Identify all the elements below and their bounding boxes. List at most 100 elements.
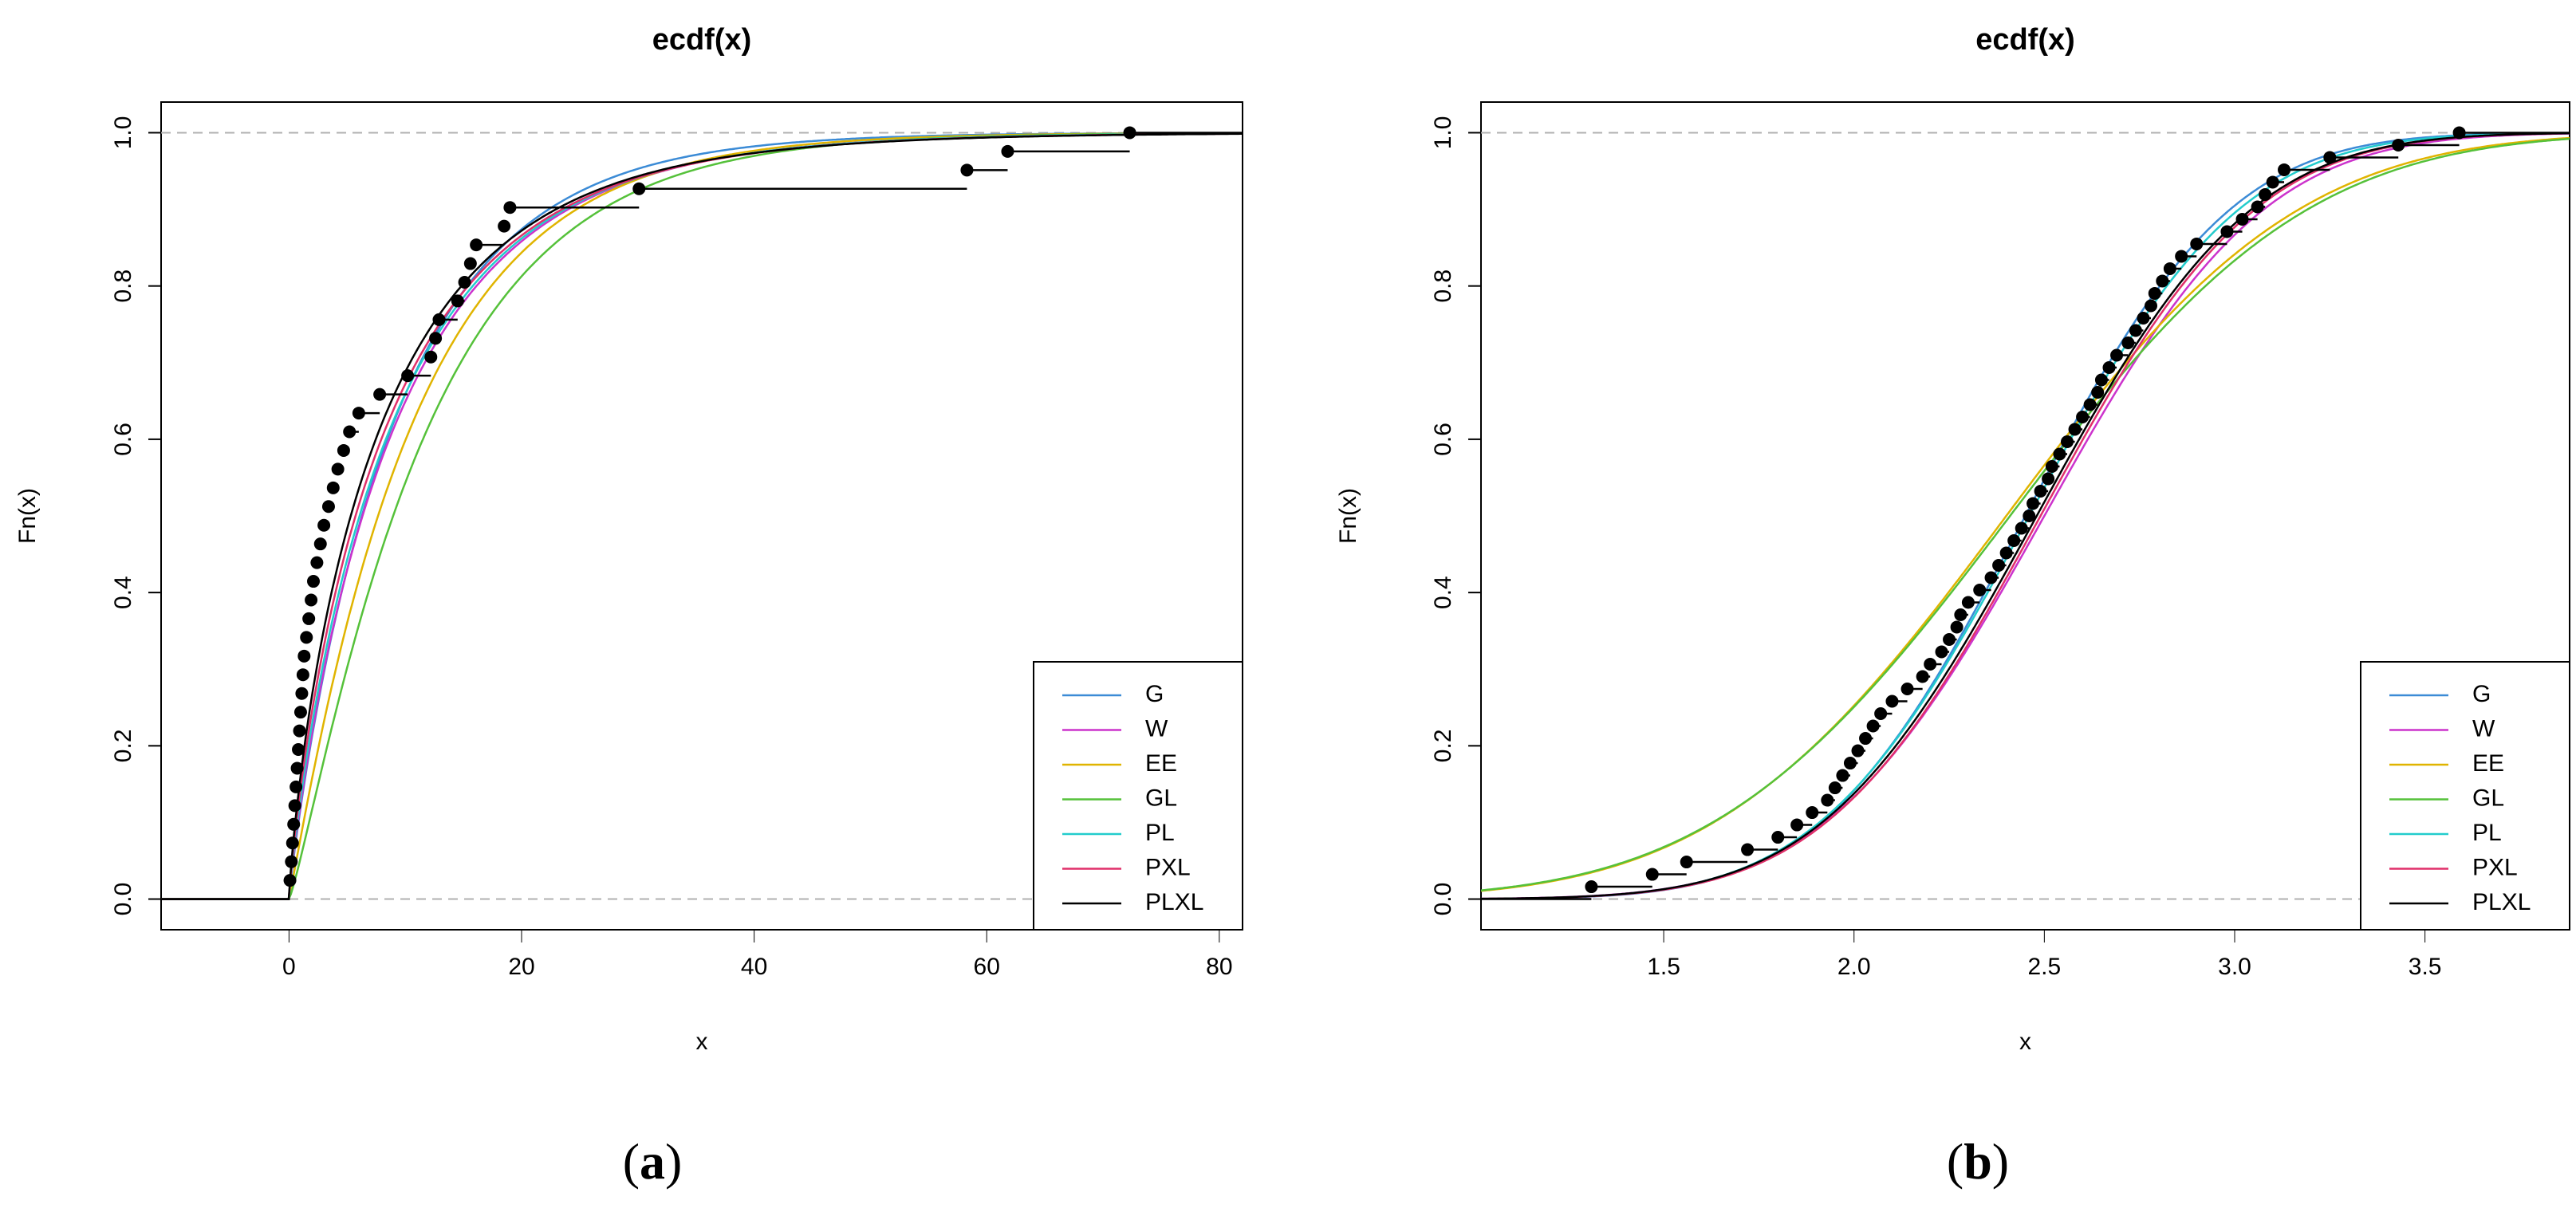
ecdf-point [300,631,313,644]
ecdf-point [960,163,974,177]
ecdf-point [2145,299,2157,313]
ecdf-point [2034,484,2047,498]
y-tick-label: 0.2 [1430,729,1456,762]
ecdf-point [373,388,387,401]
y-tick-label: 0.6 [110,423,136,456]
ecdf-point [317,518,331,532]
ecdf-point [1935,645,1948,659]
x-tick-label: 3.5 [2409,954,2442,980]
ecdf-point [2015,521,2028,535]
ecdf-point [2175,250,2188,263]
legend-label-plxl: PLXL [1145,889,1203,915]
ecdf-point [451,294,464,308]
ecdf-point [1885,695,1899,708]
plot-area [161,126,1243,900]
chart-panel-a: ecdf(x) 0 20 40 60 80 0.0 0.2 0.4 0.6 0.8 1.0 x Fn(x)… [14,23,1243,1190]
chart-panel-b: ecdf(x) 1.5 2.0 2.5 3.0 3.5 0.0 0.2 0.4 0.6 0.8 1.0… [1335,23,2570,1190]
y-axis-label: Fn(x) [14,488,41,544]
ecdf-point [2094,373,2108,387]
caption-paren-open: ( [1947,1133,1964,1190]
caption-paren-open: ( [623,1133,640,1190]
x-tick-label: 40 [741,954,767,980]
legend-label-gl: GL [1145,785,1177,811]
ecdf-point [2278,163,2291,176]
ecdf-point [2148,286,2161,300]
ecdf-point [297,649,311,663]
ecdf-point [331,462,345,476]
ecdf-point [2392,138,2405,152]
ecdf-point [498,219,511,233]
cdf-line-gl [1481,137,2570,891]
legend-label-g: G [2472,681,2491,707]
legend-label-w: W [1145,715,1168,742]
x-tick-label: 2.5 [2028,954,2062,980]
legend-label-pxl: PXL [2472,854,2518,880]
legend-box [2360,661,2570,931]
plot-frame [160,101,1243,931]
legend-label-g: G [1145,681,1164,707]
ecdf-point [1992,559,2006,573]
ecdf-point [2027,497,2040,510]
caption-paren-close: ) [665,1133,682,1190]
ecdf-point [1843,757,1857,770]
ecdf-point [1916,670,1929,683]
ecdf-point [1790,818,1804,832]
legend-label-pl: PL [2472,820,2502,846]
legend-label-ee: EE [2472,750,2504,777]
ecdf-point [1836,769,1849,782]
ecdf-point [2259,187,2272,201]
caption-letter: b [1964,1133,1992,1190]
y-tick-label: 1.0 [1430,116,1456,150]
ecdf-point [2129,324,2142,337]
legend-label-pxl: PXL [1145,854,1191,880]
ecdf-point [2083,398,2097,411]
panel-caption: (b) [1947,1133,2009,1190]
ecdf-point [2323,151,2337,164]
ecdf-point [2121,336,2135,349]
ecdf-point [1859,732,1873,746]
ecdf-point [343,425,356,439]
y-tick-label: 0.4 [1430,576,1456,609]
ecdf-point [2220,225,2234,238]
ecdf-point [401,369,415,383]
legend-label-pl: PL [1145,820,1175,846]
ecdf-point [1973,584,1987,597]
ecdf-point [288,799,301,813]
legend-label-w: W [2472,715,2495,742]
plot-area [1481,126,2570,900]
ecdf-point [1585,880,1598,894]
ecdf-point [1866,719,1880,733]
ecdf-point [470,238,483,252]
ecdf-point [1943,633,1956,647]
ecdf-point [2053,447,2066,461]
ecdf-point [313,537,327,551]
ecdf-point [458,275,471,289]
ecdf-point [1999,546,2013,560]
ecdf-point [2045,459,2058,473]
caption-paren-close: ) [1992,1133,2009,1190]
ecdf-point [2007,534,2021,548]
ecdf-point [1851,744,1865,758]
ecdf-point [296,668,309,682]
ecdf-point [2251,200,2264,214]
ecdf-point [352,407,365,420]
x-tick-label: 3.0 [2218,954,2251,980]
cdf-line-plxl [1481,132,2570,900]
y-tick-label: 0.4 [110,576,136,609]
legend-label-gl: GL [2472,785,2504,811]
ecdf-point [1806,806,1819,820]
ecdf-point [1741,843,1755,856]
ecdf-point [2156,274,2169,288]
x-tick-label: 80 [1206,954,1232,980]
x-tick-label: 20 [508,954,534,980]
y-tick-label: 0.0 [110,883,136,916]
ecdf-point [2452,126,2466,140]
ecdf-point [283,874,297,887]
legend-label-ee: EE [1145,750,1177,777]
y-tick-label: 0.6 [1430,423,1456,456]
ecdf-point [305,593,318,607]
ecdf-point [286,836,299,850]
y-tick-label: 0.0 [1430,883,1456,916]
ecdf-point [503,201,517,214]
